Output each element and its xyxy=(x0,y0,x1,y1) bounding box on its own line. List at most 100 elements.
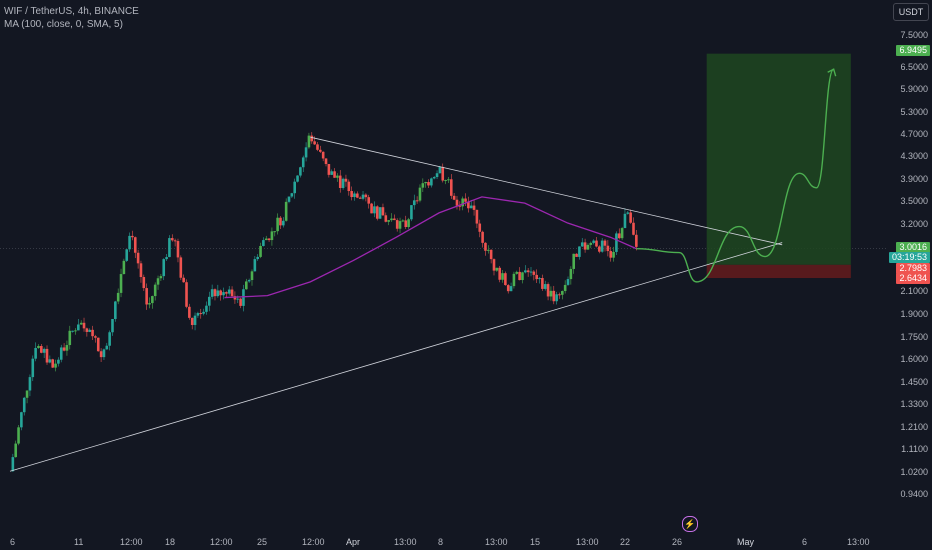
candle-body xyxy=(543,284,547,289)
candle-body xyxy=(418,187,422,201)
y-tick-label: 1.7500 xyxy=(900,332,928,342)
candle-body xyxy=(356,193,359,198)
candle-body xyxy=(17,427,20,444)
candle-body xyxy=(361,194,365,199)
candle-body xyxy=(136,252,140,264)
candle-body xyxy=(364,194,368,198)
symbol-title[interactable]: WIF / TetherUS, 4h, BINANCE xyxy=(4,6,139,17)
candle-body xyxy=(327,164,331,175)
candle-body xyxy=(79,322,83,325)
candle-body xyxy=(589,242,593,245)
candle-body xyxy=(595,240,598,247)
candle-body xyxy=(515,271,519,274)
candle-body xyxy=(472,205,476,210)
candle-body xyxy=(461,198,464,207)
price-label: 03:19:53 xyxy=(888,252,930,263)
candle-body xyxy=(606,245,610,252)
candle-body xyxy=(125,249,129,261)
candle-body xyxy=(151,296,154,304)
price-label: 3.0016 xyxy=(896,242,930,253)
candle-body xyxy=(284,201,288,221)
projection-path xyxy=(636,68,835,283)
x-tick-label: 12:00 xyxy=(210,537,233,547)
x-tick-label: May xyxy=(737,537,755,547)
candle-body xyxy=(219,290,222,296)
currency-badge[interactable]: USDT xyxy=(893,3,929,21)
candle-body xyxy=(253,259,257,272)
y-tick-label: 5.3000 xyxy=(900,107,928,117)
candle-body xyxy=(603,240,607,246)
candle-body xyxy=(390,218,393,221)
candle-body xyxy=(116,292,120,302)
candle-body xyxy=(245,281,248,290)
candle-body xyxy=(94,336,97,338)
x-tick-label: 18 xyxy=(165,537,176,547)
y-tick-label: 2.1000 xyxy=(900,286,928,296)
candle-body xyxy=(82,322,86,329)
candle-body xyxy=(188,306,191,318)
candle-body xyxy=(435,173,439,178)
candle-body xyxy=(256,256,259,260)
candle-body xyxy=(96,337,100,352)
candle-body xyxy=(114,301,117,320)
candle-body xyxy=(91,329,94,337)
candle-body xyxy=(546,284,550,297)
candle-body xyxy=(575,253,578,257)
y-tick-label: 0.9400 xyxy=(900,489,928,499)
candle-body xyxy=(393,218,396,221)
candle-body xyxy=(74,330,77,332)
candle-body xyxy=(620,228,624,239)
y-tick-label: 3.5000 xyxy=(900,196,928,206)
candle-body xyxy=(538,278,541,280)
candle-body xyxy=(529,271,533,273)
candle-body xyxy=(287,196,291,202)
candle-body xyxy=(330,171,334,175)
candle-body xyxy=(133,237,137,253)
candle-body xyxy=(586,244,590,250)
candle-body xyxy=(378,207,382,219)
x-tick-label: 13:00 xyxy=(847,537,870,547)
candle-body xyxy=(583,242,587,250)
candle-body xyxy=(635,234,638,247)
arrowhead-icon xyxy=(827,68,837,77)
candle-body xyxy=(338,175,342,188)
candle-body xyxy=(196,313,200,316)
candle-body xyxy=(509,286,513,292)
candle-body xyxy=(310,135,314,142)
candle-body xyxy=(592,240,595,243)
candle-body xyxy=(108,332,111,346)
candle-body xyxy=(239,298,242,306)
candle-body xyxy=(316,144,319,150)
candle-body xyxy=(14,443,17,458)
candle-body xyxy=(205,305,208,312)
candle-body xyxy=(353,193,356,198)
candle-body xyxy=(71,330,74,332)
candle-body xyxy=(512,273,516,287)
candle-body xyxy=(489,249,493,260)
candle-body xyxy=(441,166,445,181)
candle-body xyxy=(336,175,339,178)
y-tick-label: 6.5000 xyxy=(900,62,928,72)
candle-body xyxy=(412,200,416,206)
candle-body xyxy=(156,278,160,285)
candle-body xyxy=(68,330,72,346)
candle-body xyxy=(28,377,32,391)
x-tick-label: 13:00 xyxy=(394,537,417,547)
x-tick-label: 22 xyxy=(620,537,631,547)
candle-body xyxy=(563,284,567,292)
candle-body xyxy=(37,346,40,348)
candle-body xyxy=(227,289,231,294)
candle-body xyxy=(475,209,479,224)
candle-body xyxy=(452,195,456,200)
lightning-icon[interactable]: ⚡ xyxy=(682,516,698,532)
candle-body xyxy=(506,285,510,292)
candle-body xyxy=(276,217,279,232)
candle-body xyxy=(535,274,538,280)
indicator-legend[interactable]: MA (100, close, 0, SMA, 5) xyxy=(4,19,123,30)
candle-body xyxy=(131,235,134,238)
candle-body xyxy=(447,179,450,181)
candle-body xyxy=(170,238,174,241)
candle-body xyxy=(381,207,385,216)
candle-body xyxy=(458,205,462,207)
